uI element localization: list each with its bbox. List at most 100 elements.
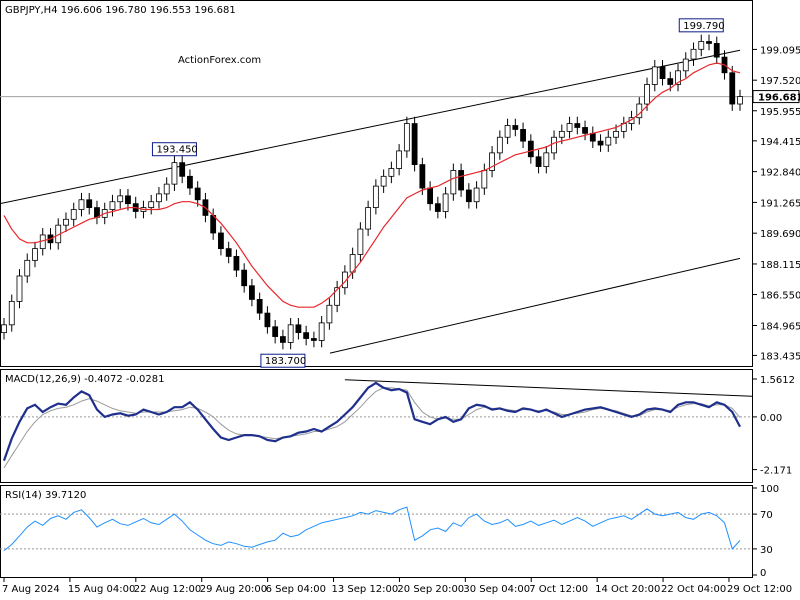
candle-body [310,338,317,341]
candle-body [582,127,588,134]
candle-body [32,248,38,261]
price-axis-label: 186.550 [760,291,800,302]
candle-body [280,336,286,343]
candle-body [450,170,457,195]
time-axis-label: 7 Aug 2024 [2,584,60,595]
candle-body [644,84,650,105]
candle-body [675,70,681,85]
price-annotation-label: 193.450 [156,145,197,156]
candle-body [171,162,178,185]
rsi-axis-label: 100 [760,484,779,495]
rsi-axis-label: 70 [760,510,773,521]
current-price-label: 196.681 [758,93,800,104]
time-axis-label: 15 Aug 04:00 [68,584,135,595]
time-axis-label: 29 Aug 20:00 [200,584,267,595]
candle-body [24,259,31,277]
candle-body [70,209,77,220]
current-price-tag [752,90,800,104]
channel-lower-line [329,257,741,354]
macd-signal-line [3,387,741,469]
macd-header: MACD(12,26,9) -0.4072 -0.0281 [5,374,165,385]
candle-body [729,72,736,105]
candle-body [287,324,294,343]
candle-body [458,170,464,191]
macd-axis-label: 1.5612 [760,375,795,386]
candle-body [8,300,15,326]
time-axis-label: 6 Sep 04:00 [266,584,326,595]
macd-divergence-line [344,379,753,397]
candle-body [551,136,557,154]
channel-upper-line [0,49,741,205]
candle-body [713,43,720,58]
candle-body [489,152,495,171]
price-annotation-label: 183.700 [265,356,306,367]
candle-body [179,162,186,177]
rsi-header: RSI(14) 39.7120 [5,490,86,501]
candle-body [667,78,674,85]
rsi-pane [0,485,753,578]
candle-body [520,129,526,142]
axis-layer: 199.095 197.520 195.955 194.415 192.840 191.2… [2,45,800,595]
candle-body [558,130,565,138]
candle-body [434,203,441,212]
candle-body [543,152,550,167]
candle-body [272,326,279,337]
price-axis-label: 188.115 [760,260,800,271]
candle-body [597,140,604,146]
candle-body [372,185,379,208]
price-axis-label: 197.520 [760,76,800,87]
candle-body [125,195,131,205]
macd-axis-label: 0.00 [760,413,782,424]
price-annotation-box [678,18,724,33]
candle-body [613,130,619,138]
candle-body [706,41,712,44]
candle-body [109,201,116,210]
price-axis-label: 184.965 [760,322,800,333]
moving-average-line [3,62,741,308]
time-axis-label: 22 Oct 04:00 [661,584,726,595]
candle-body [341,271,348,289]
candle-body [334,287,341,306]
price-header: GBPJPY,H4 196.606 196.780 196.553 196.68… [5,5,236,16]
price-axis-label: 199.095 [760,45,800,56]
rsi-line [3,506,741,551]
candle-body [442,193,449,212]
watermark: ActionForex.com [178,55,261,66]
candle-body [504,125,511,138]
candle-body [225,248,232,257]
candle-body [256,299,263,314]
time-axis-label: 7 Oct 12:00 [529,584,588,595]
rsi-axis-label: 0 [760,568,766,579]
candle-body [264,312,271,328]
candle-body [605,136,612,146]
candle-body [535,156,542,167]
candle-body [249,285,255,300]
candle-body [148,201,155,208]
candle-body [589,132,596,142]
candle-body [318,322,325,341]
price-axis-label: 194.415 [760,137,800,148]
candle-body [419,164,426,189]
macd-axis-label: -2.171 [760,466,792,477]
candle-body [163,183,170,195]
candle-body [659,66,666,80]
candle-body [427,187,434,205]
candle-body [156,193,162,203]
time-axis-label: 13 Sep 12:00 [332,584,399,595]
candle-body [365,207,372,230]
candle-body [388,168,395,177]
candle-body [233,256,240,271]
macd-main-line [2,381,741,461]
rsi-series-layer [0,506,752,551]
candle-body [574,123,581,128]
macd-series-layer [0,379,753,469]
candle-body [78,199,85,210]
candle-body [357,228,364,255]
price-series-layer: 199.790 193.450 183.700 [0,18,752,368]
time-axis-label: 20 Sep 20:00 [397,584,464,595]
candle-body [651,66,658,85]
candle-body [512,125,519,130]
candle-body [698,41,705,50]
candle-body [465,189,472,203]
